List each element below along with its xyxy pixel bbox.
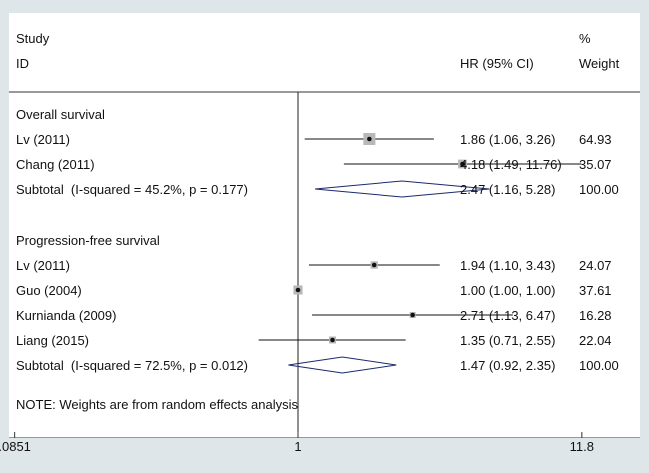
study-weight-text: 35.07 xyxy=(579,157,612,172)
x-tick-label: 11.8 xyxy=(569,439,594,454)
study-weight-text: 64.93 xyxy=(579,132,612,147)
study-ci-text: 1.94 (1.10, 3.43) xyxy=(460,258,556,273)
subtotal-ci-text: 1.47 (0.92, 2.35) xyxy=(460,358,556,373)
x-tick-label: 1 xyxy=(294,439,302,454)
group-label: Overall survival xyxy=(16,107,105,122)
point-estimate xyxy=(371,262,377,268)
study-id: Chang (2011) xyxy=(16,157,95,172)
subtotal-label: Subtotal (I-squared = 72.5%, p = 0.012) xyxy=(16,358,248,373)
study-id: Kurnianda (2009) xyxy=(16,308,117,323)
study-ci-text: 2.71 (1.13, 6.47) xyxy=(460,308,556,323)
header-hr: HR (95% CI) xyxy=(460,56,534,71)
forest-plot: Study ID HR (95% CI)% Weight Overall surviva… xyxy=(9,13,640,438)
point-estimate xyxy=(460,161,465,167)
point-estimate xyxy=(295,287,301,293)
study-id: Lv (2011) xyxy=(16,258,70,273)
subtotal-label: Subtotal (I-squared = 45.2%, p = 0.177) xyxy=(16,182,248,197)
study-ci-text: 4.18 (1.49, 11.76) xyxy=(460,157,562,172)
header-study: Study xyxy=(16,31,50,46)
study-ci-text: 1.00 (1.00, 1.00) xyxy=(460,283,556,298)
study-id: Lv (2011) xyxy=(16,132,70,147)
note: NOTE: Weights are from random effects an… xyxy=(16,397,299,412)
study-weight-text: 16.28 xyxy=(579,308,612,323)
study-id: Liang (2015) xyxy=(16,333,89,348)
study-id: Guo (2004) xyxy=(16,283,82,298)
study-ci-text: 1.86 (1.06, 3.26) xyxy=(460,132,556,147)
header-percent: % xyxy=(579,31,591,46)
group-label: Progression-free survival xyxy=(16,233,160,248)
study-weight-text: 24.07 xyxy=(579,258,612,273)
study-ci-text: 1.35 (0.71, 2.55) xyxy=(460,333,556,348)
subtotal-diamond xyxy=(315,180,490,198)
subtotal-diamond xyxy=(288,356,397,374)
point-estimate xyxy=(410,312,415,318)
header-id: ID xyxy=(16,56,29,71)
subtotal-ci-text: 2.47 (1.16, 5.28) xyxy=(460,182,556,197)
point-estimate xyxy=(330,337,335,343)
header-weight: Weight xyxy=(579,56,620,71)
study-weight-text: 22.04 xyxy=(579,333,612,348)
point-estimate xyxy=(367,136,372,142)
forest-plot-canvas xyxy=(9,91,640,438)
x-tick-label: .0851 xyxy=(0,439,31,454)
study-weight-text: 37.61 xyxy=(579,283,612,298)
subtotal-weight-text: 100.00 xyxy=(579,182,619,197)
subtotal-weight-text: 100.00 xyxy=(579,358,619,373)
